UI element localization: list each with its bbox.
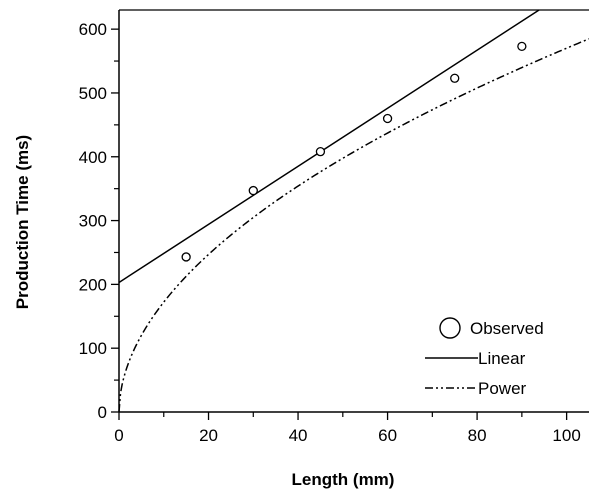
x-tick-label: 60 (378, 426, 397, 445)
x-tick-label: 80 (468, 426, 487, 445)
y-axis-title: Production Time (ms) (13, 135, 32, 309)
x-tick-label: 20 (199, 426, 218, 445)
observed-point (181, 252, 191, 262)
linear-fit-line (118, 9, 540, 284)
observed-point (517, 41, 527, 52)
power-fit-curve (118, 38, 589, 413)
legend-power-label: Power (478, 379, 527, 398)
x-tick-label: 40 (289, 426, 308, 445)
legend-observed-marker (439, 317, 461, 339)
observed-point (315, 147, 326, 157)
x-tick-label: 0 (114, 426, 123, 445)
y-tick-label: 300 (79, 212, 107, 231)
y-tick-label: 0 (98, 403, 107, 422)
y-tick-label: 200 (79, 275, 107, 294)
observed-point (450, 73, 460, 83)
legend-observed-label: Observed (470, 319, 544, 338)
plot-points (181, 41, 527, 262)
x-tick-label: 100 (552, 426, 580, 445)
y-tick-label: 600 (79, 20, 107, 39)
x-axis-title: Length (mm) (292, 470, 395, 489)
axes: 0 100 200 300 400 500 600 0 20 40 60 80 100 (79, 9, 589, 445)
observed-point (382, 113, 393, 124)
y-tick-label: 100 (79, 339, 107, 358)
y-tick-label: 400 (79, 148, 107, 167)
legend-linear-label: Linear (478, 349, 526, 368)
y-tick-label: 500 (79, 84, 107, 103)
plot-lines (118, 9, 589, 413)
observed-point (248, 185, 258, 196)
legend: Observed Linear Power (425, 317, 544, 398)
